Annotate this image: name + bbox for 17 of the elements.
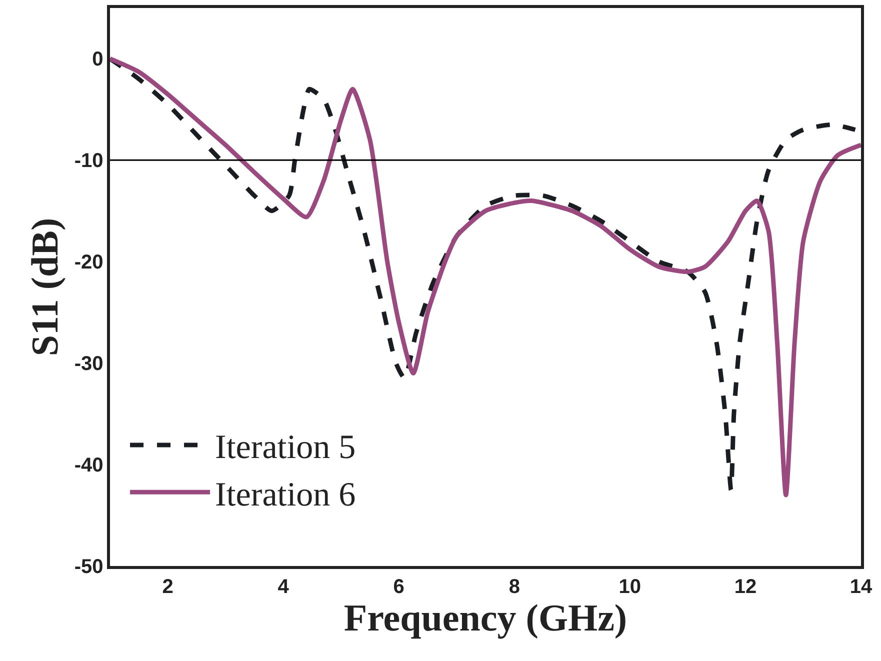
x-tick-label: 14 [850, 576, 873, 598]
legend-label: Iteration 6 [215, 476, 356, 514]
y-tick-label: 0 [92, 48, 104, 71]
y-tick-label: -30 [74, 353, 104, 376]
y-axis-title: S11 (dB) [24, 218, 67, 356]
y-tick-label: -10 [74, 150, 104, 172]
x-tick-label: 8 [508, 576, 520, 598]
y-tick-label: -50 [74, 556, 104, 578]
x-tick-label: 10 [618, 576, 642, 598]
x-tick-label: 4 [278, 576, 290, 598]
x-tick-label: 2 [162, 576, 174, 598]
x-tick-label: 6 [393, 576, 404, 598]
x-axis-title: Frequency (GHz) [344, 598, 628, 640]
y-tick-label: -40 [74, 454, 104, 477]
legend-label: Iteration 5 [215, 429, 356, 466]
x-tick-label: 12 [734, 576, 757, 598]
y-tick-label: -20 [74, 252, 104, 274]
